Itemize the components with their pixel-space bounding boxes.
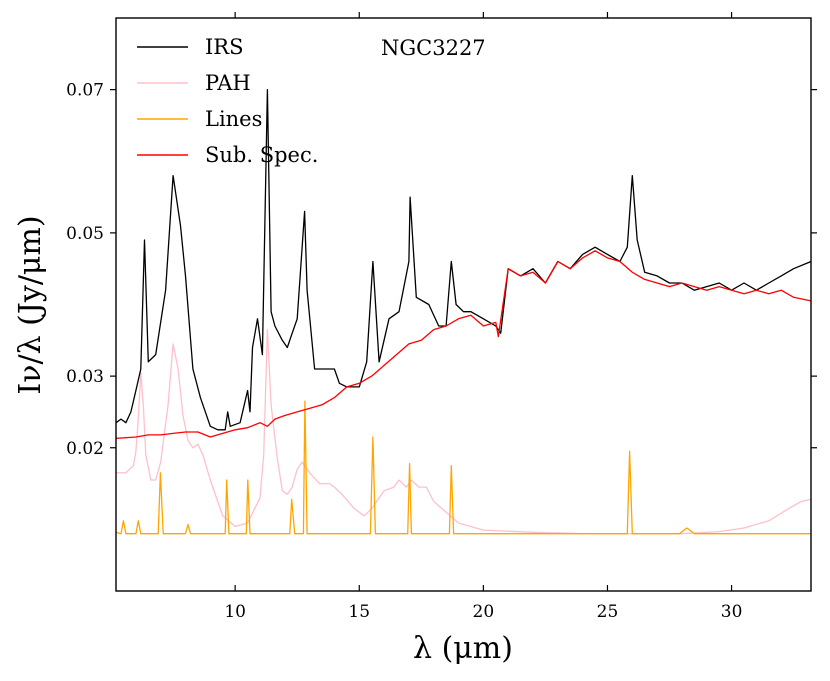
legend-label-pah: PAH: [205, 71, 251, 95]
y-tick-label: 0.07: [66, 81, 104, 101]
x-tick-label: 30: [721, 602, 743, 622]
legend-label-lines: Lines: [205, 107, 262, 131]
y-tick-label: 0.03: [66, 367, 104, 387]
legend-label-irs: IRS: [205, 35, 244, 59]
series-line-irs: [116, 88, 811, 431]
x-axis-label: λ (μm): [413, 631, 513, 666]
x-tick-label: 10: [224, 602, 246, 622]
y-tick-label: 0.02: [66, 439, 104, 459]
x-tick-label: 15: [348, 602, 370, 622]
series-line-lines: [116, 400, 811, 535]
legend-label-sub-spec: Sub. Spec.: [205, 143, 318, 167]
plot-frame: [115, 17, 812, 592]
series-line-sub-spec: [116, 250, 811, 440]
x-tick-label: 25: [597, 602, 619, 622]
plot-title: NGC3227: [381, 36, 486, 60]
series-line-pah: [116, 328, 811, 535]
x-tick-label: 20: [473, 602, 495, 622]
legend: IRS PAH Lines Sub. Spec.: [137, 35, 318, 167]
y-axis-label: Iν/λ (Jy/μm): [13, 215, 48, 394]
y-tick-label: 0.05: [66, 224, 104, 244]
